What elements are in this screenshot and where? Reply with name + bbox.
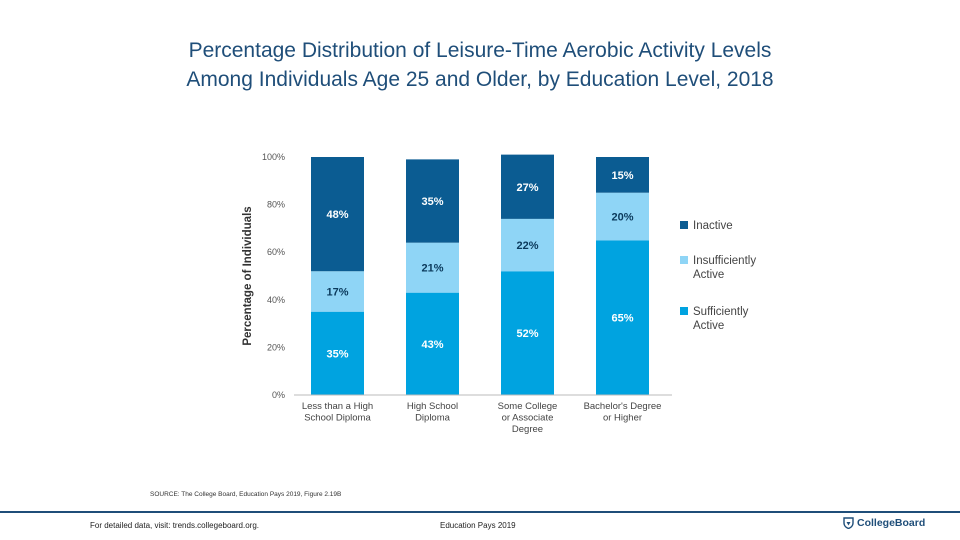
legend-swatch	[680, 307, 688, 315]
bar-segment	[596, 240, 649, 395]
legend-label: Active	[693, 269, 724, 281]
data-label: 15%	[611, 170, 633, 182]
legend-label: Sufficiently	[693, 306, 749, 318]
data-label: 43%	[421, 339, 443, 351]
data-label: 52%	[516, 328, 538, 340]
bar-segment	[596, 192, 649, 241]
bar-segment	[501, 218, 554, 272]
legend-label: Active	[693, 320, 724, 332]
y-tick-label: 100%	[262, 152, 285, 162]
footer-data-link[interactable]: For detailed data, visit: trends.college…	[90, 521, 259, 530]
legend-swatch	[680, 221, 688, 229]
footer-divider	[0, 511, 960, 513]
college-board-logo: CollegeBoard	[843, 517, 925, 529]
bar-segment	[311, 271, 364, 312]
data-label: 17%	[326, 286, 348, 298]
shield-acorn-icon	[843, 517, 854, 529]
y-tick-label: 60%	[267, 247, 285, 257]
x-tick-label: Some College	[498, 401, 558, 412]
y-tick-label: 80%	[267, 200, 285, 210]
x-tick-label: High School	[407, 401, 458, 412]
x-tick-label: School Diploma	[304, 413, 371, 424]
legend-label: Inactive	[693, 220, 733, 232]
y-tick-label: 0%	[272, 390, 285, 400]
bar-segment	[501, 154, 554, 219]
x-tick-label: Degree	[512, 424, 543, 435]
bar-segment	[406, 292, 459, 395]
x-tick-label: Less than a High	[302, 401, 373, 412]
data-label: 35%	[421, 196, 443, 208]
x-tick-label: or Higher	[603, 413, 642, 424]
y-axis-label: Percentage of Individuals	[242, 206, 254, 345]
data-label: 22%	[516, 240, 538, 252]
data-label: 20%	[611, 212, 633, 224]
legend-label: Insufficiently	[693, 255, 756, 267]
x-tick-label: or Associate	[502, 413, 554, 424]
legend-swatch	[680, 256, 688, 264]
bar-segment	[406, 159, 459, 243]
chart-title: Percentage Distribution of Leisure-Time …	[60, 36, 900, 94]
x-tick-label: Bachelor's Degree	[584, 401, 662, 412]
bar-segment	[311, 311, 364, 395]
bar-segment	[311, 157, 364, 272]
chart-title-line-2: Among Individuals Age 25 and Older, by E…	[186, 68, 774, 91]
data-label: 21%	[421, 263, 443, 275]
x-tick-label: Diploma	[415, 413, 451, 424]
y-tick-label: 40%	[267, 295, 285, 305]
data-label: 35%	[326, 348, 348, 360]
bar-segment	[406, 242, 459, 293]
data-label: 27%	[516, 182, 538, 194]
data-label: 48%	[326, 209, 348, 221]
data-label: 65%	[611, 313, 633, 325]
source-note: SOURCE: The College Board, Education Pay…	[150, 491, 342, 498]
chart-title-line-1: Percentage Distribution of Leisure-Time …	[188, 39, 772, 62]
logo-text: CollegeBoard	[857, 517, 926, 529]
y-tick-label: 20%	[267, 342, 285, 352]
bar-segment	[501, 271, 554, 395]
bar-segment	[596, 157, 649, 193]
footer-report-name: Education Pays 2019	[440, 521, 516, 530]
